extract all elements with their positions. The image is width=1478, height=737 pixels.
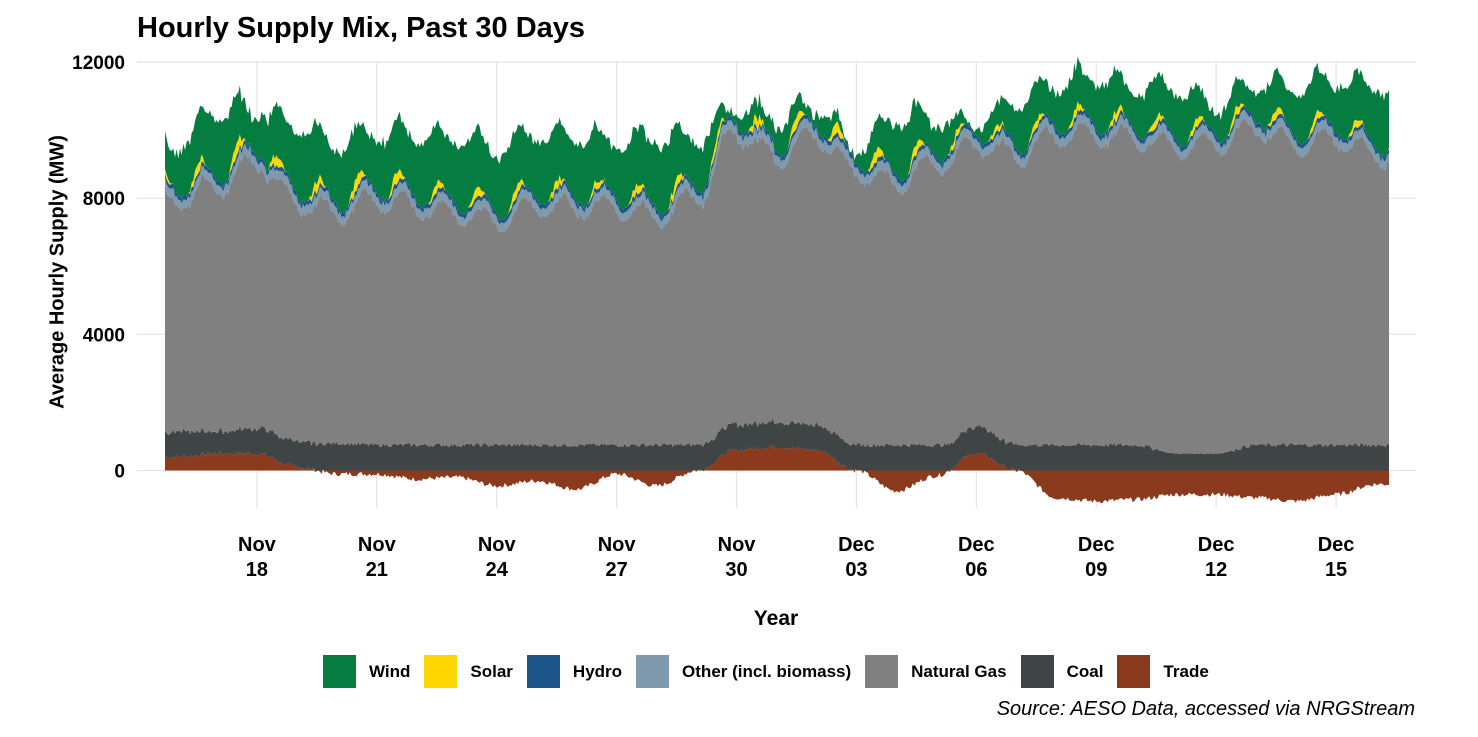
legend-swatch-coal (1020, 655, 1054, 688)
area-natural-gas (165, 117, 1389, 454)
legend-label-wind: Wind (369, 661, 411, 681)
legend-swatch-wind (323, 655, 356, 688)
x-tick-month: Nov (478, 534, 517, 556)
x-tick-day: 12 (1205, 559, 1227, 581)
x-tick-month: Dec (1318, 534, 1355, 556)
legend-label-solar: Solar (470, 661, 513, 681)
area-coal (165, 417, 1389, 471)
x-tick-day: 03 (845, 559, 867, 581)
x-tick-month: Dec (1078, 534, 1115, 556)
legend-label-hydro: Hydro (572, 661, 623, 681)
x-tick-month: Dec (958, 534, 995, 556)
y-axis-ticks: 0 4000 8000 12000 (72, 53, 125, 483)
legend-label-other: Other (incl. biomass) (682, 661, 852, 681)
y-tick-label: 12000 (72, 53, 125, 74)
x-tick-day: 18 (246, 559, 268, 581)
legend-item-trade: Trade (1117, 655, 1209, 688)
legend-label-natural-gas: Natural Gas (911, 661, 1007, 681)
legend-item-wind: Wind (323, 655, 410, 688)
legend-swatch-solar (424, 655, 458, 688)
stacked-areas (165, 56, 1389, 504)
area-trade (165, 444, 1389, 504)
legend-label-trade: Trade (1163, 661, 1209, 681)
legend-item-other: Other (incl. biomass) (636, 655, 851, 688)
x-tick-day: 30 (725, 559, 747, 581)
x-tick-month: Nov (238, 534, 277, 556)
x-tick-month: Dec (838, 534, 875, 556)
area-wind (165, 56, 1389, 221)
x-tick-day: 15 (1325, 559, 1347, 581)
legend: Wind Solar Hydro Other (incl. biomass) N… (323, 655, 1223, 688)
x-tick-month: Nov (358, 534, 397, 556)
legend-item-natural-gas: Natural Gas (865, 655, 1007, 688)
x-tick-day: 09 (1085, 559, 1107, 581)
legend-item-solar: Solar (424, 655, 513, 688)
x-tick-day: 27 (606, 559, 628, 581)
y-tick-label: 4000 (83, 325, 125, 346)
chart-title: Hourly Supply Mix, Past 30 Days (137, 12, 586, 44)
x-tick-month: Dec (1198, 534, 1235, 556)
x-tick-month: Nov (598, 534, 637, 556)
legend-label-coal: Coal (1066, 661, 1104, 681)
x-tick-day: 06 (965, 559, 987, 581)
legend-swatch-trade (1117, 655, 1151, 688)
x-axis-ticks: Nov 18 Nov 21 Nov 24 Nov 27 Nov 30 Dec 03 Dec 06 Dec 09… (238, 534, 1354, 581)
x-tick-day: 24 (486, 559, 509, 581)
legend-swatch-hydro (526, 655, 560, 688)
legend-item-coal: Coal (1020, 655, 1104, 688)
x-axis-label: Year (753, 607, 799, 630)
x-tick-day: 21 (366, 559, 388, 581)
legend-item-hydro: Hydro (526, 655, 623, 688)
y-tick-label: 0 (114, 462, 125, 483)
legend-swatch-natural-gas (865, 655, 899, 688)
y-tick-label: 8000 (83, 189, 125, 210)
source-caption: Source: AESO Data, accessed via NRGStrea… (996, 698, 1415, 720)
x-tick-month: Nov (718, 534, 757, 556)
legend-swatch-other (636, 655, 670, 688)
